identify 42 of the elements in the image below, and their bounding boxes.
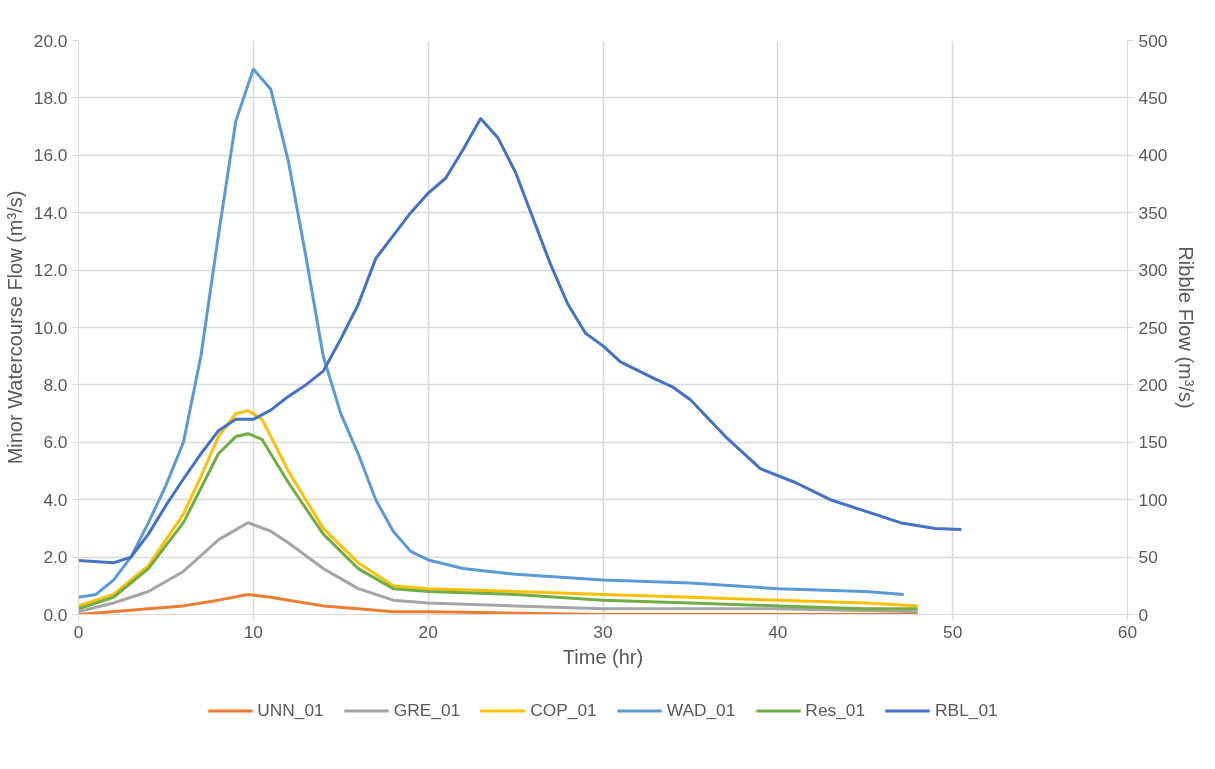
x-tick-label: 10 xyxy=(243,621,263,642)
y-axis-title: Minor Watercourse Flow (m³/s) xyxy=(3,190,26,465)
x-tick-label: 20 xyxy=(418,621,438,642)
y-tick-label: 0.0 xyxy=(43,604,68,625)
line-series xyxy=(78,592,920,615)
y2-tick-label: 400 xyxy=(1138,145,1168,166)
y2-tick-label: 300 xyxy=(1138,260,1168,281)
legend-label: UNN_01 xyxy=(257,699,324,721)
y-tick-label: 6.0 xyxy=(43,432,68,453)
y2-axis-title: Ribble Flow (m³/s) xyxy=(1175,246,1198,409)
y-tick-label: 18.0 xyxy=(33,87,68,108)
x-tick-label: 50 xyxy=(943,621,963,642)
y2-tick-label: 450 xyxy=(1138,87,1168,108)
y2-tick-label: 500 xyxy=(1138,30,1168,51)
y-tick-label: 8.0 xyxy=(43,374,68,395)
legend-label: Res_01 xyxy=(805,699,866,721)
x-tick-label: 30 xyxy=(593,621,613,642)
legend-label: WAD_01 xyxy=(666,699,736,721)
x-tick-label: 40 xyxy=(768,621,788,642)
x-axis-title: Time (hr) xyxy=(562,645,644,668)
y2-tick-label: 250 xyxy=(1138,317,1168,338)
y-tick-label: 10.0 xyxy=(33,317,68,338)
y-tick-label: 4.0 xyxy=(43,489,68,510)
y-tick-label: 20.0 xyxy=(33,30,68,51)
y-tick-label: 2.0 xyxy=(43,547,68,568)
x-tick-label: 60 xyxy=(1117,621,1138,642)
y2-tick-label: 350 xyxy=(1138,202,1168,223)
y-tick-label: 16.0 xyxy=(33,145,68,166)
y-tick-label: 12.0 xyxy=(33,260,68,281)
y-tick-label: 14.0 xyxy=(33,202,68,223)
line-series xyxy=(78,521,920,614)
y2-tick-label: 200 xyxy=(1138,374,1168,395)
legend-label: RBL_01 xyxy=(935,699,998,721)
y2-tick-label: 150 xyxy=(1138,432,1168,453)
legend-label: GRE_01 xyxy=(393,699,461,721)
y2-tick-label: 50 xyxy=(1138,547,1158,568)
line-series xyxy=(78,67,906,599)
y2-tick-label: 0 xyxy=(1138,604,1149,625)
legend-label: COP_01 xyxy=(530,699,597,721)
x-tick-label: 0 xyxy=(73,621,84,642)
line-series xyxy=(78,117,963,565)
y2-tick-label: 100 xyxy=(1138,489,1168,510)
